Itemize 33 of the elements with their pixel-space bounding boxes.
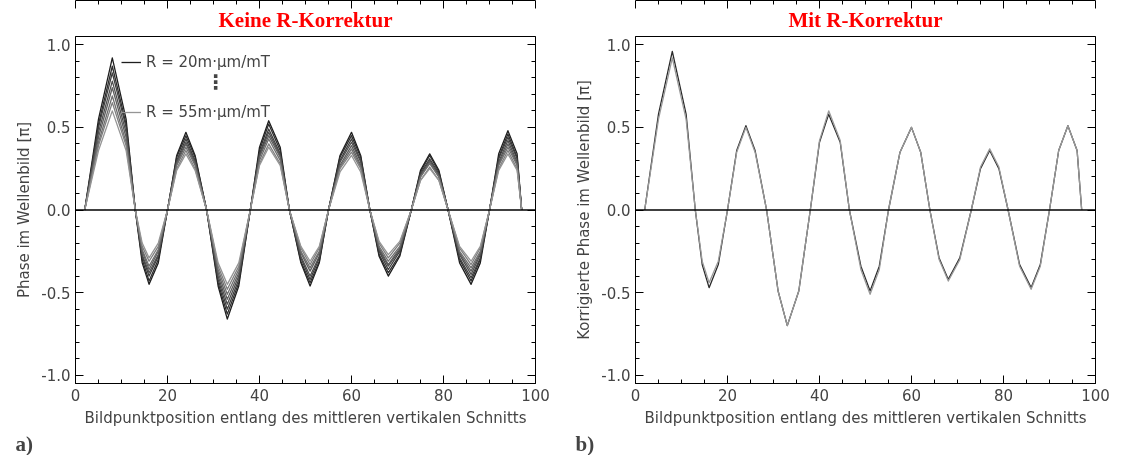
- x-tick-label: 0: [630, 386, 641, 405]
- x-tick-label: 40: [249, 386, 270, 405]
- x-axis-title: Bildpunktposition entlang des mittleren vertikalen Schnitts: [84, 408, 527, 427]
- text: b): [575, 431, 595, 456]
- y-tick-label: 1.0: [606, 36, 631, 55]
- chart-title: Mit R-Korrektur: [788, 7, 943, 32]
- y-axis-title: Phase im Wellenbild [π]: [15, 121, 34, 299]
- x-tick-label: 60: [341, 386, 362, 405]
- annotation: ⋮: [205, 69, 226, 94]
- y-tick-label: 1.0: [46, 36, 71, 55]
- y-tick-label: -0.5: [41, 284, 71, 303]
- y-tick-label: 0.5: [46, 119, 71, 138]
- y-tick-label: -1.0: [41, 367, 71, 386]
- y-tick-label: -0.5: [601, 284, 631, 303]
- x-tick-label: 80: [433, 386, 454, 405]
- x-tick-label: 80: [993, 386, 1014, 405]
- x-tick-label: 100: [521, 386, 550, 405]
- legend-label: R = 55m·µm/mT: [146, 103, 270, 121]
- x-tick-label: 60: [901, 386, 922, 405]
- x-tick-label: 20: [157, 386, 178, 405]
- y-tick-label: 0.5: [606, 119, 631, 138]
- chart-title: Keine R-Korrektur: [218, 7, 393, 32]
- legend-label: R = 20m·µm/mT: [146, 53, 270, 71]
- text: a): [15, 431, 33, 456]
- y-tick-label: 0.0: [46, 202, 71, 220]
- x-tick-label: 100: [1081, 386, 1110, 405]
- x-axis-title: Bildpunktposition entlang des mittleren vertikalen Schnitts: [644, 408, 1087, 427]
- x-tick-label: 0: [70, 386, 81, 405]
- x-tick-label: 20: [717, 386, 738, 405]
- x-tick-label: 40: [809, 386, 830, 405]
- y-tick-label: 0.0: [606, 202, 631, 220]
- y-axis-title: Korrigierte Phase im Wellenbild [π]: [575, 80, 594, 340]
- y-tick-label: -1.0: [601, 367, 631, 386]
